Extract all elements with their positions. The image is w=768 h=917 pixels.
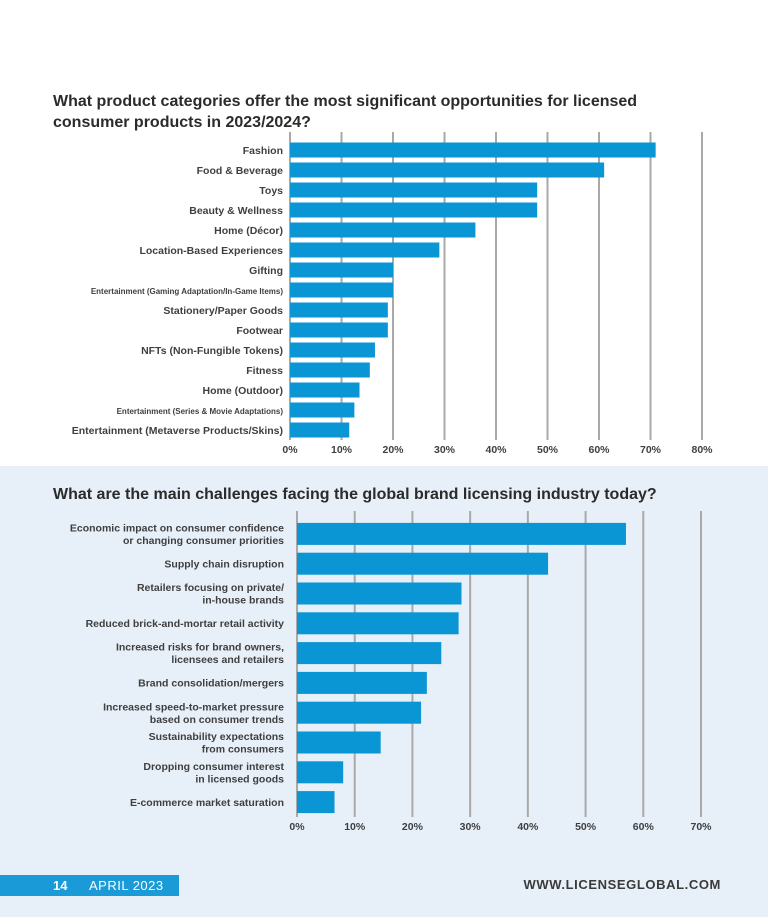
category-label: in-house brands: [202, 595, 284, 607]
bar: [297, 731, 381, 754]
category-label: Economic impact on consumer confidence: [70, 522, 284, 534]
footer-url[interactable]: WWW.LICENSEGLOBAL.COM: [523, 877, 721, 892]
bar: [297, 761, 344, 784]
bar: [297, 552, 549, 575]
x-tick-label: 20%: [402, 821, 424, 833]
x-tick-label: 50%: [537, 444, 559, 456]
bar: [290, 142, 656, 158]
challenges-bar-chart: 0% 10% 20% 30% 40% 50% 60% 70% Economic impact o…: [70, 511, 712, 833]
category-label: Dropping consumer interest: [143, 761, 284, 773]
category-label: licensees and retailers: [171, 654, 284, 666]
x-tick-label: 30%: [460, 821, 482, 833]
bar: [290, 402, 355, 418]
x-tick-label: 20%: [382, 444, 404, 456]
category-label: Fashion: [243, 145, 283, 157]
category-label: Entertainment (Series & Movie Adaptation…: [117, 407, 284, 416]
bar: [290, 282, 393, 298]
x-tick-label: 30%: [434, 444, 456, 456]
category-label: Entertainment (Metaverse Products/Skins): [72, 425, 283, 437]
chart-title-challenges: What are the main challenges facing the …: [53, 486, 657, 503]
bar: [297, 522, 626, 545]
footer-badge: 14 APRIL 2023: [0, 875, 179, 896]
x-tick-label: 60%: [588, 444, 610, 456]
bar: [297, 612, 459, 635]
bar: [297, 671, 427, 694]
x-tick-label: 50%: [575, 821, 597, 833]
bar: [290, 342, 375, 358]
x-tick-label: 70%: [640, 444, 662, 456]
chart-title-opportunities: What product categories offer the most s…: [53, 93, 638, 131]
bar: [290, 422, 350, 438]
category-label: from consumers: [202, 744, 284, 756]
bar: [290, 302, 388, 318]
category-label: E-commerce market saturation: [130, 797, 284, 809]
x-tick-label: 10%: [331, 444, 353, 456]
bar: [290, 242, 440, 258]
category-label: or changing consumer priorities: [123, 535, 284, 547]
category-label: NFTs (Non-Fungible Tokens): [141, 345, 283, 357]
category-label: Location-Based Experiences: [139, 245, 283, 257]
opportunities-bar-chart: 0% 10% 20% 30% 40% 50% 60% 70% 80% Fashion Food & …: [72, 132, 713, 456]
x-tick-label: 0%: [289, 821, 305, 833]
bar: [297, 642, 442, 665]
category-label: Supply chain disruption: [164, 559, 284, 571]
x-tick-label: 70%: [690, 821, 712, 833]
bar: [290, 382, 360, 398]
category-label: in licensed goods: [195, 773, 284, 785]
x-tick-label: 40%: [485, 444, 507, 456]
bar: [290, 162, 605, 178]
x-tick-label: 40%: [517, 821, 539, 833]
issue-date: APRIL 2023: [89, 878, 164, 893]
category-label: Fitness: [246, 365, 283, 377]
category-label: Entertainment (Gaming Adaptation/In-Game…: [91, 287, 284, 296]
bar: [290, 182, 538, 198]
category-label: Sustainability expectations: [149, 731, 285, 743]
x-tick-label: 10%: [344, 821, 366, 833]
category-label: Home (Outdoor): [203, 385, 284, 397]
category-label: Brand consolidation/mergers: [138, 678, 284, 690]
category-label: Toys: [259, 185, 283, 197]
category-label: Retailers focusing on private/: [137, 582, 284, 594]
bar: [290, 202, 538, 218]
bar: [290, 222, 476, 238]
bar: [290, 322, 388, 338]
category-label: Footwear: [236, 325, 283, 337]
category-label: Home (Décor): [214, 225, 283, 237]
bar: [290, 262, 393, 278]
bar: [297, 791, 335, 814]
x-tick-label: 0%: [282, 444, 298, 456]
x-tick-label: 80%: [691, 444, 713, 456]
bar: [297, 701, 422, 724]
category-label: Stationery/Paper Goods: [163, 305, 283, 317]
bar: [297, 582, 462, 605]
category-label: Increased speed-to-market pressure: [103, 701, 284, 713]
x-tick-label: 60%: [633, 821, 655, 833]
category-label: Gifting: [249, 265, 283, 277]
category-label: Food & Beverage: [197, 165, 284, 177]
category-label: Increased risks for brand owners,: [116, 642, 284, 654]
page-number: 14: [53, 878, 68, 893]
bar: [290, 362, 370, 378]
category-label: Reduced brick-and-mortar retail activity: [86, 618, 285, 630]
category-label: Beauty & Wellness: [189, 205, 283, 217]
category-label: based on consumer trends: [150, 714, 284, 726]
